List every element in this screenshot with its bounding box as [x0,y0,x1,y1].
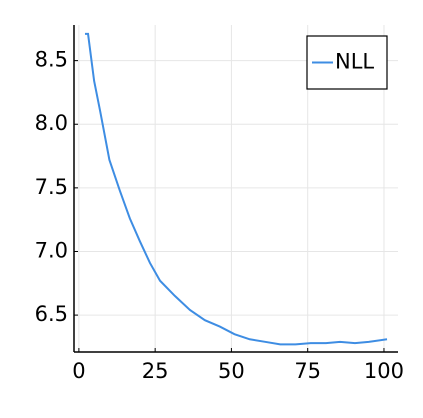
x-tick-label: 100 [364,359,404,383]
line [84,32,388,346]
y-tick-label: 7.0 [35,238,68,262]
x-tick-label: 25 [142,359,169,383]
y-tick-label: 8.5 [35,48,68,72]
x-tick-label: 50 [218,359,245,383]
y-tick-label: 6.5 [35,302,68,326]
legend-label: NLL [335,50,374,74]
y-tick-label: 8.0 [35,111,68,135]
y-tick-label: 7.5 [35,175,68,199]
x-tick-label: 0 [72,359,85,383]
x-tick-label: 75 [294,359,321,383]
